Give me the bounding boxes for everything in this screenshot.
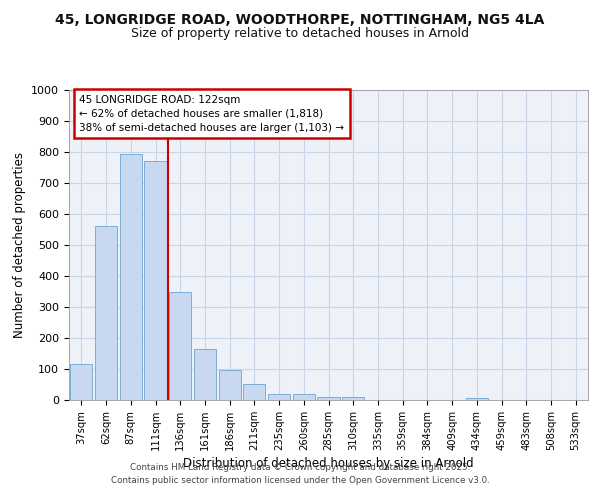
Text: 45 LONGRIDGE ROAD: 122sqm
← 62% of detached houses are smaller (1,818)
38% of se: 45 LONGRIDGE ROAD: 122sqm ← 62% of detac…: [79, 94, 344, 132]
Bar: [268, 394, 290, 400]
Bar: [243, 384, 265, 400]
Bar: [466, 398, 488, 400]
Text: Contains HM Land Registry data © Crown copyright and database right 2025.: Contains HM Land Registry data © Crown c…: [130, 462, 470, 471]
Bar: [342, 397, 364, 400]
Bar: [119, 154, 142, 400]
Bar: [95, 226, 117, 400]
X-axis label: Distribution of detached houses by size in Arnold: Distribution of detached houses by size …: [183, 457, 474, 470]
Bar: [194, 349, 216, 400]
Text: Contains public sector information licensed under the Open Government Licence v3: Contains public sector information licen…: [110, 476, 490, 485]
Bar: [169, 292, 191, 400]
Bar: [218, 370, 241, 400]
Bar: [293, 394, 315, 400]
Text: 45, LONGRIDGE ROAD, WOODTHORPE, NOTTINGHAM, NG5 4LA: 45, LONGRIDGE ROAD, WOODTHORPE, NOTTINGH…: [55, 12, 545, 26]
Bar: [145, 162, 167, 400]
Y-axis label: Number of detached properties: Number of detached properties: [13, 152, 26, 338]
Text: Size of property relative to detached houses in Arnold: Size of property relative to detached ho…: [131, 28, 469, 40]
Bar: [317, 397, 340, 400]
Bar: [70, 364, 92, 400]
